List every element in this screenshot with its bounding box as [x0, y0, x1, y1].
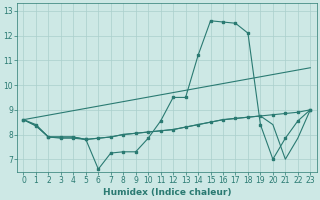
- X-axis label: Humidex (Indice chaleur): Humidex (Indice chaleur): [103, 188, 231, 197]
